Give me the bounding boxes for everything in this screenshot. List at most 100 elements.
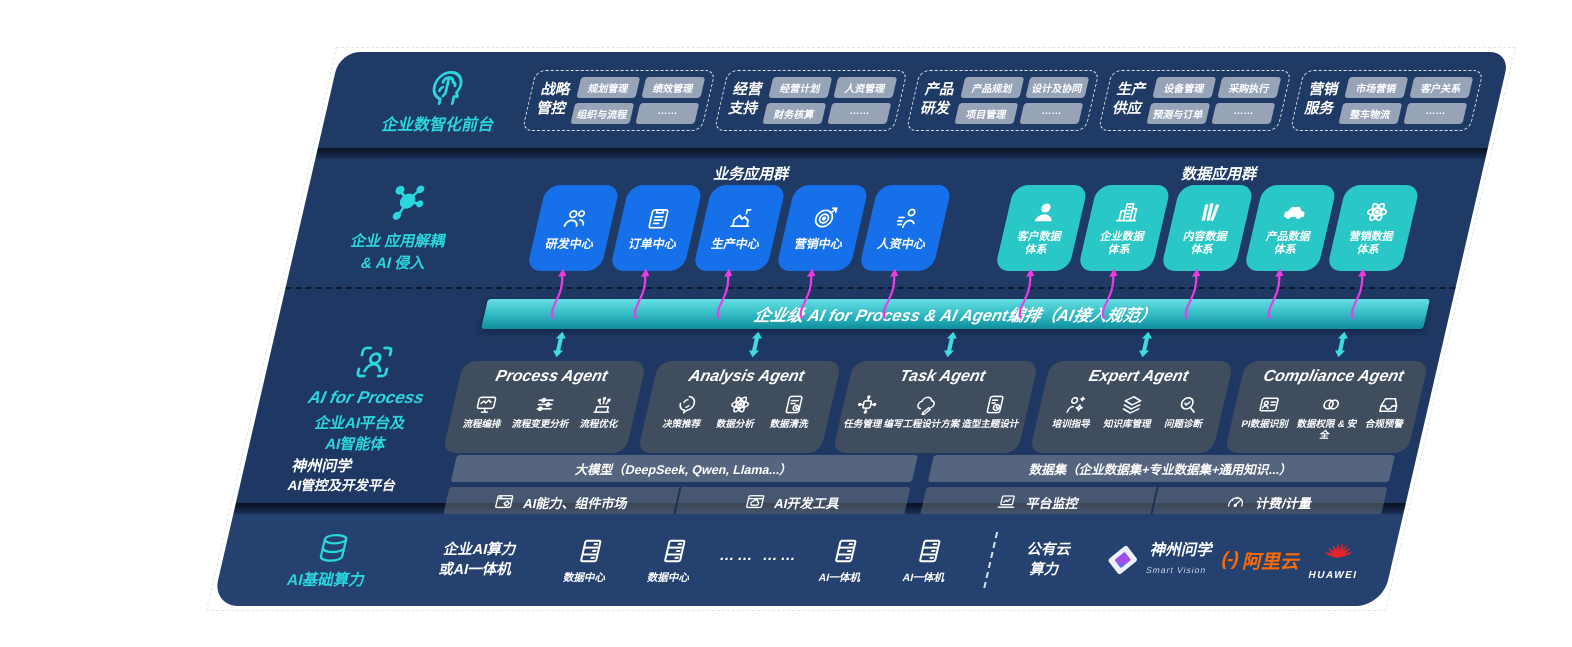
data-apps-title: 数据应用群 xyxy=(1180,166,1260,183)
target-icon xyxy=(809,205,841,231)
gauge-icon xyxy=(1224,492,1249,512)
layer-digital-frontend: 企业数智化前台 战略管控 规划管理 绩效管理 组织与流程 …… 经营支持 经营计… xyxy=(317,52,1510,148)
onprem-line1: 企业AI算力 xyxy=(441,541,519,558)
card-label: 营销中心 xyxy=(793,236,845,251)
factory-icon xyxy=(726,205,758,231)
group-product: 产品研发 产品规划 设计及协同 项目管理 …… xyxy=(905,69,1100,131)
building-icon xyxy=(1112,199,1144,225)
diamond-logo-icon xyxy=(1099,541,1146,579)
card-marketing-center: 营销中心 xyxy=(775,185,870,319)
agent-name: Expert Agent xyxy=(1087,368,1191,385)
search-check-icon xyxy=(1174,393,1202,416)
agent-item: 合规预警 xyxy=(1364,393,1411,431)
ai-platform-lines: 企业AI平台及 AI智能体 xyxy=(308,413,408,455)
doc-data-icon xyxy=(780,393,808,416)
agent-item-label: 造型主题设计 xyxy=(960,419,1021,430)
business-apps-title: 业务应用群 xyxy=(712,166,792,183)
dev-platform-row: 神州问学 AI管控及开发平台 大模型（DeepSeek, Qwen, Llama… xyxy=(281,455,1405,517)
layer-ai-platform: 企业级 AI for Process & AI Agent编排（AI接入规范） … xyxy=(235,287,1456,517)
server-icon xyxy=(912,536,949,566)
chip: 整车物流 xyxy=(1338,102,1403,124)
ai-platform-line3: AI智能体 xyxy=(323,436,388,453)
layers-icon xyxy=(1118,393,1146,416)
node-label: 数据中心 xyxy=(646,571,692,584)
window-gear-icon xyxy=(492,492,517,512)
chip: …… xyxy=(1403,102,1468,124)
card-content-data: 内容数据体系 xyxy=(1160,185,1255,319)
agent-analysis: Analysis Agent 决策推荐 数据分析 数据清洗 xyxy=(637,361,842,453)
chip: 产品规划 xyxy=(960,76,1025,98)
chip: 项目管理 xyxy=(954,102,1019,124)
atom-icon xyxy=(1361,199,1393,225)
id-card-icon xyxy=(1255,393,1283,416)
chip: …… xyxy=(1019,102,1084,124)
chip: 财务核算 xyxy=(762,102,827,124)
agent-item: 数据分析 xyxy=(715,393,762,431)
flow-arrow-icon xyxy=(626,267,657,319)
agent-name: Process Agent xyxy=(493,368,610,385)
inbox-alert-icon xyxy=(1375,393,1403,416)
agent-item: PI数据识别 xyxy=(1240,393,1296,431)
ai-platform-label: AI for Process 企业AI平台及 AI智能体 xyxy=(265,341,467,455)
cloud-line2: 算力 xyxy=(1028,562,1061,578)
layer-ai-compute: AI基础算力 企业AI算力 或AI一体机 数据中心 数据中心 …… …… AI一… xyxy=(212,514,1404,606)
atom-icon xyxy=(726,393,754,416)
dev-section-datasets: 数据集（企业数据集+专业数据集+通用知识...） 平台监控 计费/计量 xyxy=(919,455,1395,517)
ai-orchestration-bus: 企业级 AI for Process & AI Agent编排（AI接入规范） xyxy=(481,299,1430,329)
node-label: 数据中心 xyxy=(562,571,608,584)
agent-item: 数据清洗 xyxy=(769,393,816,431)
chip: 市场营销 xyxy=(1344,76,1409,98)
agent-item: 决策推荐 xyxy=(661,393,708,431)
agent-item: 流程编排 xyxy=(462,393,509,431)
flow-arrow-icon xyxy=(1343,267,1374,319)
flow-arrow-icon xyxy=(1094,267,1125,319)
chat-head-icon xyxy=(672,393,700,416)
user-icon xyxy=(1029,199,1061,225)
agent-item-label: 流程编排 xyxy=(461,419,503,430)
cell-platform-monitor: 平台监控 xyxy=(920,487,1156,517)
agent-item: 造型主题设计 xyxy=(961,393,1027,431)
dev-label-line1: 神州问学 xyxy=(290,458,355,475)
agent-item-label: 流程变更分析 xyxy=(510,419,571,430)
group-chips: 设备管理 采购执行 预测与订单 …… xyxy=(1146,76,1282,124)
compute-label-text: AI基础算力 xyxy=(285,571,367,589)
ellipsis-text: …… …… xyxy=(717,546,802,564)
datasets-cells: 平台监控 计费/计量 xyxy=(919,487,1388,517)
chip: 人资管理 xyxy=(833,76,898,98)
agent-item-label: 问题诊断 xyxy=(1163,419,1204,430)
layer-app-decoupling: 企业 应用解耦 & AI 侵入 业务应用群 研发中心 订单中心 xyxy=(285,159,1486,319)
decoupling-line1: 企业 应用解耦 xyxy=(349,233,448,250)
agent-item-label: 合规预警 xyxy=(1364,419,1405,430)
agent-item-label: 数据权限 & 安全 xyxy=(1295,419,1359,441)
agent-item: 流程优化 xyxy=(579,393,626,431)
aliyun-logo: (-) 阿里云 xyxy=(1219,547,1304,574)
cloud-line1: 公有云 xyxy=(1025,541,1073,558)
agent-name: Compliance Agent xyxy=(1261,368,1406,385)
node-ai-appliance: AI一体机 xyxy=(796,536,891,585)
card-product-data: 产品数据体系 xyxy=(1243,185,1338,319)
node-ai-appliance: AI一体机 xyxy=(880,536,975,585)
chip: 设备管理 xyxy=(1152,76,1217,98)
szwx-subtitle: Smart Vision xyxy=(1145,565,1208,575)
aliyun-name: 阿里云 xyxy=(1240,551,1303,573)
card-label: 订单中心 xyxy=(627,236,679,251)
card-label: 内容数据体系 xyxy=(1181,230,1229,256)
double-arrow-icon xyxy=(1331,331,1351,358)
data-apps-row: 客户数据体系 企业数据体系 内容数据体系 产品数据体系 xyxy=(994,185,1421,319)
group-title: 生产供应 xyxy=(1111,82,1149,117)
flow-arrow-icon xyxy=(792,267,823,319)
cell-label: AI能力、组件市场 xyxy=(521,495,630,511)
card-label: 企业数据体系 xyxy=(1098,230,1146,256)
group-chips: 规划管理 绩效管理 组织与流程 …… xyxy=(570,76,706,124)
molecule-icon xyxy=(380,181,434,225)
tablet-check-icon xyxy=(981,393,1009,416)
szwx-logo: 神州问学 Smart Vision xyxy=(1099,541,1215,579)
group-title: 战略管控 xyxy=(535,82,573,117)
agent-item: 任务管理 xyxy=(842,393,889,431)
group-marketing: 营销服务 市场营销 客户关系 整车物流 …… xyxy=(1289,69,1484,131)
database-icon xyxy=(312,531,356,565)
onprem-compute-label: 企业AI算力 或AI一体机 xyxy=(414,540,541,581)
agent-item-label: 数据清洗 xyxy=(768,419,810,430)
agent-compliance: Compliance Agent PI数据识别 数据权限 & 安全 合规预警 xyxy=(1224,361,1429,453)
